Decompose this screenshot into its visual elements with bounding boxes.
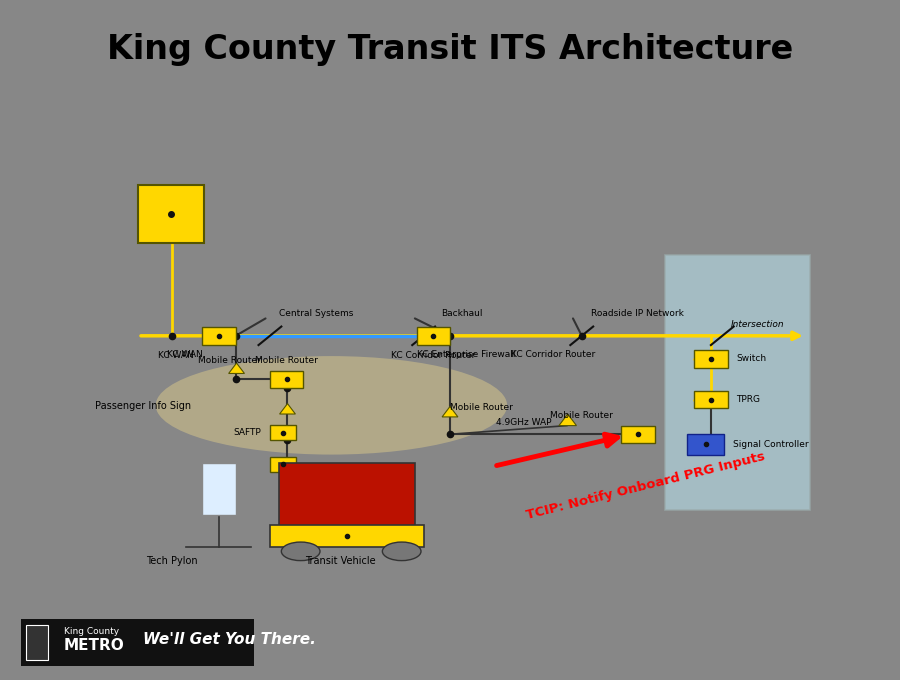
Text: Transit Vehicle: Transit Vehicle <box>305 556 375 566</box>
Text: Mobile Router: Mobile Router <box>450 403 513 412</box>
FancyBboxPatch shape <box>270 371 303 388</box>
Text: Intersection: Intersection <box>731 320 785 329</box>
Text: TPRG: TPRG <box>736 395 760 404</box>
Text: Mobile Router: Mobile Router <box>198 356 261 364</box>
FancyBboxPatch shape <box>270 457 296 472</box>
Text: Mobile Router: Mobile Router <box>256 356 318 364</box>
Ellipse shape <box>382 542 421 560</box>
FancyBboxPatch shape <box>270 425 296 440</box>
Text: Roadside IP Network: Roadside IP Network <box>590 309 683 318</box>
FancyBboxPatch shape <box>202 463 236 515</box>
FancyBboxPatch shape <box>279 463 415 536</box>
FancyBboxPatch shape <box>26 626 48 660</box>
Text: Switch: Switch <box>736 354 767 364</box>
Text: Tech Pylon: Tech Pylon <box>146 556 197 566</box>
FancyBboxPatch shape <box>694 391 727 408</box>
Text: KC Corridor Router: KC Corridor Router <box>511 350 596 359</box>
FancyBboxPatch shape <box>22 619 254 666</box>
Polygon shape <box>229 363 245 373</box>
Text: KC WAN: KC WAN <box>158 352 194 360</box>
Text: TCIP: Notify Onboard PRG Inputs: TCIP: Notify Onboard PRG Inputs <box>525 450 766 522</box>
Text: KC Enterprise Firewall: KC Enterprise Firewall <box>417 350 515 359</box>
Polygon shape <box>559 414 577 426</box>
FancyBboxPatch shape <box>688 434 724 455</box>
FancyBboxPatch shape <box>417 327 450 345</box>
Text: Central Systems: Central Systems <box>279 309 353 318</box>
Text: KC WAN: KC WAN <box>166 350 202 359</box>
Ellipse shape <box>156 356 507 454</box>
Text: KC Corridor Router: KC Corridor Router <box>392 352 475 360</box>
Text: King County Transit ITS Architecture: King County Transit ITS Architecture <box>107 33 793 66</box>
FancyBboxPatch shape <box>270 525 424 547</box>
Text: Mobile Router: Mobile Router <box>550 411 613 420</box>
FancyBboxPatch shape <box>139 185 204 243</box>
Text: METRO: METRO <box>64 638 124 653</box>
Polygon shape <box>280 404 295 414</box>
Ellipse shape <box>282 542 320 560</box>
FancyBboxPatch shape <box>665 255 810 509</box>
Text: King County: King County <box>64 627 119 636</box>
FancyBboxPatch shape <box>694 350 727 368</box>
Text: 4.9GHz WAP: 4.9GHz WAP <box>496 418 551 427</box>
Text: We'll Get You There.: We'll Get You There. <box>142 632 315 647</box>
FancyBboxPatch shape <box>621 426 654 443</box>
Text: Passenger Info Sign: Passenger Info Sign <box>94 401 191 411</box>
Polygon shape <box>442 407 458 417</box>
Text: Backhaul: Backhaul <box>441 309 482 318</box>
Text: Signal Controller: Signal Controller <box>733 440 808 449</box>
FancyBboxPatch shape <box>202 327 236 345</box>
Text: SAFTP: SAFTP <box>233 428 261 437</box>
